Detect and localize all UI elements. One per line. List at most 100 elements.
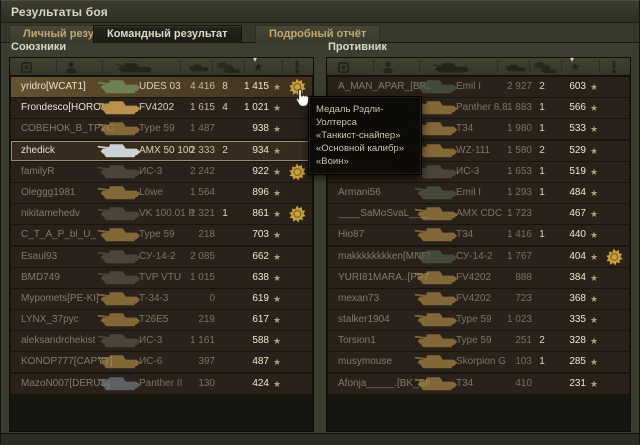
player-name: YURI81MARA..[PP71] <box>338 271 430 283</box>
table-row[interactable]: mexan73 FV4202 723 368 <box>328 288 629 309</box>
xp-value: 922 <box>252 165 269 177</box>
table-row[interactable]: nikitamehedv VK 100.01 P 1 321 1 861 <box>11 204 312 225</box>
damage-value: 1 023 <box>506 314 532 326</box>
table-row[interactable]: stalker1904 Type 59 1 023 335 <box>328 310 629 331</box>
table-row[interactable]: YURI81MARA..[PP71] FV4202 888 384 <box>328 267 629 288</box>
xp-star-icon <box>590 315 598 326</box>
frags-value: 4 <box>222 102 228 114</box>
medals-column-icon[interactable] <box>293 61 301 74</box>
damage-value: 1 293 <box>506 186 532 198</box>
frags-column-icon[interactable] <box>533 61 557 74</box>
damage-value: 1 883 <box>506 102 532 114</box>
vehicle-name: Type 59 <box>456 314 492 326</box>
vehicle-name: T26E5 <box>139 314 169 326</box>
medals-column-icon[interactable] <box>610 61 618 74</box>
medal-icon[interactable] <box>605 247 623 266</box>
table-row[interactable]: Mypomets[PE-KI] Т-34-3 0 619 <box>11 287 312 311</box>
table-row[interactable]: LYNX_37pyc T26E5 219 617 <box>11 310 312 331</box>
damage-value: 251 <box>515 335 532 347</box>
table-row[interactable]: Torsion1 Type 59 251 2 328 <box>328 329 629 353</box>
table-row[interactable]: KONOP777[CAPYT] ИС-6 397 487 <box>11 352 312 373</box>
damage-column-icon[interactable] <box>188 64 210 73</box>
damage-column-icon[interactable] <box>505 64 527 73</box>
table-row[interactable]: makkkkkkkken[MNFS] СУ-14-2 1 767 404 <box>328 246 629 267</box>
player-name: stalker1904 <box>338 314 390 326</box>
allies-panel-title: Союзники <box>11 41 67 53</box>
vehicle-column-icon[interactable] <box>431 62 473 74</box>
medal-icon[interactable] <box>288 163 306 181</box>
player-column-icon[interactable] <box>65 61 77 74</box>
damage-value: 2 333 <box>189 144 215 156</box>
vehicle-name: T34 <box>456 377 474 389</box>
vehicle-name: ИС-3 <box>139 335 163 347</box>
vehicle-name: Panther II <box>139 377 183 389</box>
table-row[interactable]: aleksandrchekist ИС-3 1 161 588 <box>11 331 312 352</box>
xp-star-icon <box>590 294 598 305</box>
damage-value: 0 <box>209 292 215 304</box>
tank-icon <box>97 245 143 269</box>
table-row[interactable]: СОВЕНОК_В_ТРУСАХ Type 59 1 487 938 <box>11 119 312 140</box>
player-name: Frondesco[HORON] <box>21 102 112 114</box>
tank-icon <box>97 223 143 247</box>
vehicle-name: WZ-111 <box>456 144 491 156</box>
player-name: nikitamehedv <box>21 208 80 220</box>
xp-star-icon <box>273 188 281 199</box>
frags-column-icon[interactable] <box>216 61 240 74</box>
xp-star-icon <box>590 124 598 135</box>
xp-star-icon <box>273 103 281 114</box>
player-name: Hio87 <box>338 229 365 241</box>
medal-icon[interactable] <box>288 205 306 223</box>
xp-value: 404 <box>569 250 586 262</box>
table-row[interactable]: Armani56 Emil I 1 293 1 484 <box>328 182 629 203</box>
player-name: ____SaMoSvaL____ <box>338 208 430 220</box>
xp-column-icon[interactable]: ★ <box>570 60 581 74</box>
table-row[interactable]: MazoN007[DERUS] Panther II 130 424 <box>11 373 312 394</box>
vehicle-name: Skorpion G <box>456 356 507 368</box>
xp-value: 1 021 <box>243 102 269 114</box>
table-row[interactable]: yridro[WCAT1] UDES 03 4 416 8 1 415 <box>11 77 312 97</box>
tank-icon <box>414 329 460 353</box>
frags-value: 1 <box>222 208 228 220</box>
table-row[interactable]: Oleggg1981 Löwe 1 564 896 <box>11 182 312 203</box>
damage-value: 103 <box>515 356 532 368</box>
xp-value: 484 <box>569 186 586 198</box>
table-row[interactable]: zhedick AMX 50 100 2 333 2 934 <box>11 140 312 161</box>
platoon-column-icon[interactable] <box>338 62 349 73</box>
vehicle-name: СУ-14-2 <box>456 250 493 262</box>
player-column-icon[interactable] <box>382 61 394 74</box>
tooltip-line-1: Медаль Рэдли-Уолтерса <box>316 104 384 128</box>
table-row[interactable]: musymouse Skorpion G 103 1 285 <box>328 352 629 373</box>
tab-team-result[interactable]: Командный результат <box>93 25 242 43</box>
vehicle-column-icon[interactable] <box>114 62 156 74</box>
tank-icon <box>97 287 143 311</box>
table-row[interactable]: Afonja_____.[BK_SN] T34 410 231 <box>328 373 629 394</box>
table-row[interactable]: BMD749 TVP VTU 1 015 638 <box>11 267 312 288</box>
table-row[interactable]: Frondesco[HORON] FV4202 1 615 4 1 021 <box>11 98 312 119</box>
xp-value: 231 <box>569 377 586 389</box>
xp-value: 424 <box>252 377 269 389</box>
table-row[interactable]: Esaul93 СУ-14-2 2 085 662 <box>11 245 312 269</box>
table-row[interactable]: Hio87 T34 1 416 1 440 <box>328 225 629 246</box>
xp-star-icon <box>273 379 281 390</box>
xp-star-icon <box>273 230 281 241</box>
table-row[interactable]: A_MAN_APAR_[BRJ] Emil I 2 927 2 603 <box>328 77 629 97</box>
damage-value: 1 767 <box>506 250 532 262</box>
xp-column-icon[interactable]: ★ <box>253 60 264 74</box>
table-row[interactable]: ____SaMoSvaL____ AMX CDC 1 723 467 <box>328 204 629 225</box>
damage-value: 723 <box>515 292 532 304</box>
tab-detailed-report[interactable]: Подробный отчёт <box>255 25 381 43</box>
player-name: Oleggg1981 <box>21 186 76 198</box>
xp-value: 285 <box>569 356 586 368</box>
vehicle-name: FV4202 <box>139 102 175 114</box>
enemies-table-header: ★ ▾ <box>327 55 630 76</box>
vehicle-name: Т-34-3 <box>139 292 169 304</box>
table-row[interactable]: familyR ИС-3 2 242 922 <box>11 161 312 182</box>
xp-value: 529 <box>569 144 586 156</box>
platoon-column-icon[interactable] <box>21 62 32 73</box>
sort-indicator-icon: ▾ <box>570 55 575 64</box>
tooltip-line-4: «Воин» <box>316 156 349 167</box>
allies-table-header: ★ ▾ <box>10 55 313 76</box>
xp-star-icon <box>590 357 598 368</box>
table-row[interactable]: C_T_A_P_bl_U_ Type 59 218 703 <box>11 223 312 247</box>
vehicle-name: T34 <box>456 229 474 241</box>
